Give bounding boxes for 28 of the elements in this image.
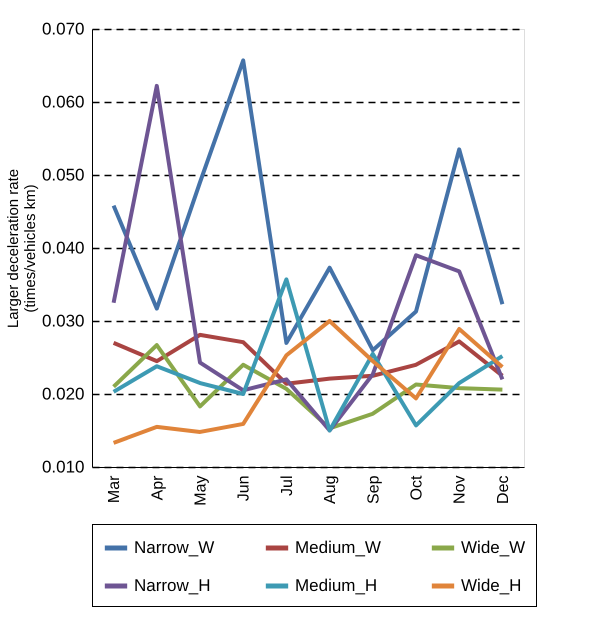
line-series <box>112 58 504 352</box>
line-series <box>112 277 504 432</box>
legend-label: Medium_W <box>295 538 381 557</box>
x-tick-label: Aug <box>322 476 340 504</box>
x-tick-label: Sep <box>365 475 382 504</box>
x-tick-label: Mar <box>106 474 124 504</box>
legend-label: Narrow_W <box>134 538 214 557</box>
y-tick-label: 0.070 <box>42 20 84 38</box>
y-tick-label: 0.040 <box>42 238 84 258</box>
legend-label: Wide_H <box>461 576 522 595</box>
y-tick-label: 0.020 <box>42 384 84 404</box>
x-tick-label: Jun <box>236 476 253 502</box>
x-tick-label: Dec <box>494 476 512 504</box>
y-tick-label: 0.010 <box>42 458 84 476</box>
y-tick-label: 0.050 <box>42 166 84 184</box>
legend-label: Medium_H <box>295 576 378 595</box>
x-tick-label: Nov <box>452 476 469 504</box>
x-tick-label: Jul <box>278 476 296 496</box>
y-tick-label: 0.060 <box>42 92 84 112</box>
x-tick-label: Oct <box>408 474 426 500</box>
y-tick-label: 0.030 <box>42 312 84 330</box>
y-axis-title: Larger deceleration rate (times/vehicles km) <box>4 168 39 328</box>
x-tick-label: Apr <box>149 474 166 500</box>
line-series <box>112 319 504 445</box>
line-series <box>112 84 504 432</box>
x-tick-label: May <box>192 476 210 506</box>
legend-label: Wide_W <box>461 538 526 557</box>
legend-label: Narrow_H <box>134 576 211 595</box>
